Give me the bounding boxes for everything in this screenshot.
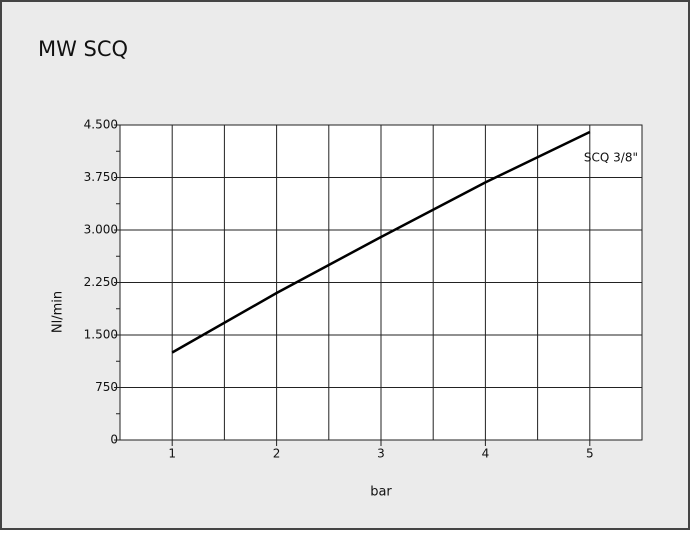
x-tick-label: 3 [377,447,385,461]
y-axis-label: Nl/min [51,291,66,333]
x-tick-label: 4 [482,447,490,461]
y-tick-label: 3.000 [84,223,118,237]
plot-frame [119,124,643,441]
y-tick-label: 750 [95,380,118,394]
x-tick-label: 1 [168,447,176,461]
x-axis-label: bar [370,485,392,500]
y-tick-label: 4.500 [84,118,118,132]
chart-title: MW SCQ [38,37,128,61]
y-tick-label: 2.250 [84,275,118,289]
x-tick-label: 5 [586,447,594,461]
series-line [171,130,591,354]
x-tick-label: 2 [273,447,281,461]
y-tick-label: 3.750 [84,170,118,184]
series-label: SCQ 3/8" [584,151,638,165]
y-tick-label: 1.500 [84,328,118,342]
